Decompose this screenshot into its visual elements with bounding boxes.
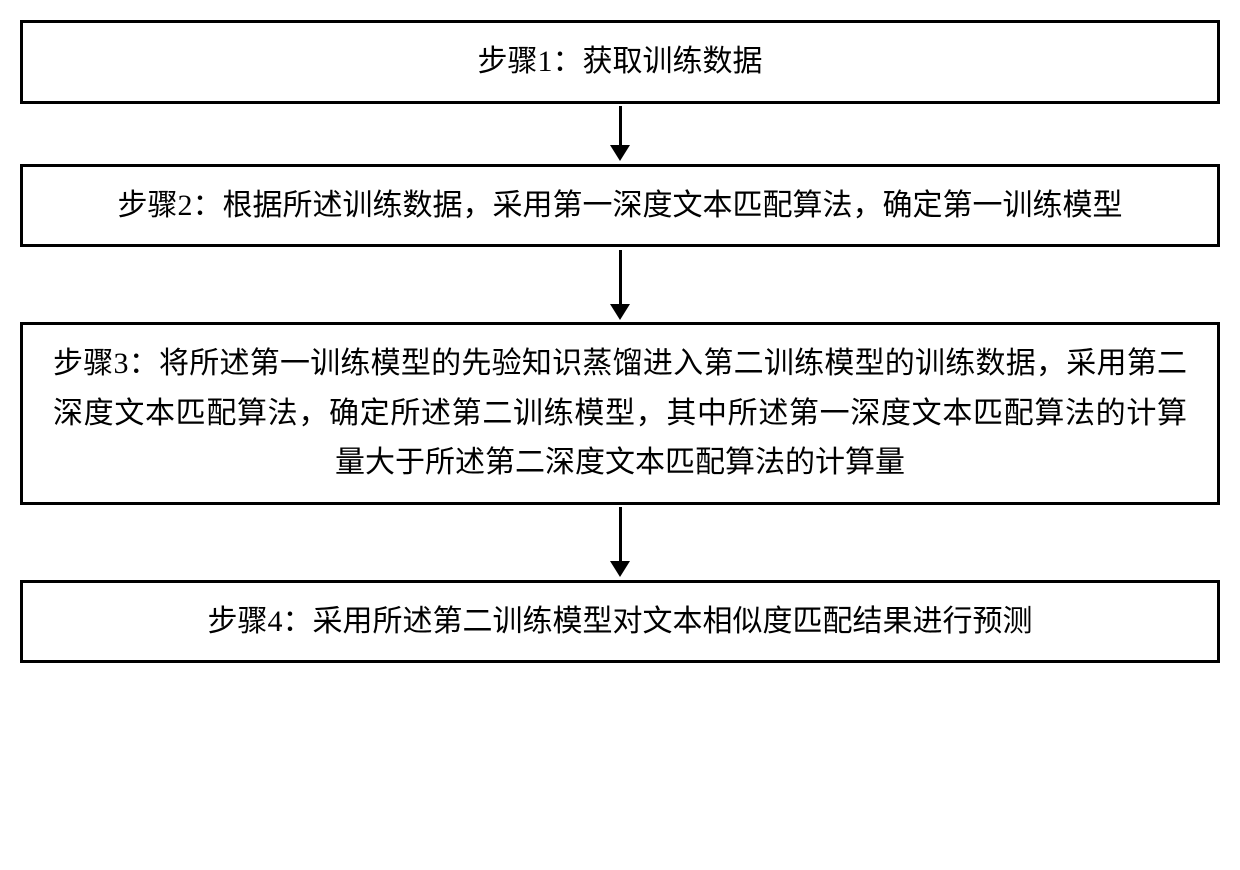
step-4-box: 步骤4：采用所述第二训练模型对文本相似度匹配结果进行预测: [20, 580, 1220, 664]
arrow-head-icon: [610, 561, 630, 577]
step-3-box: 步骤3：将所述第一训练模型的先验知识蒸馏进入第二训练模型的训练数据，采用第二深度…: [20, 322, 1220, 505]
step-2-text: 步骤2：根据所述训练数据，采用第一深度文本匹配算法，确定第一训练模型: [118, 189, 1123, 222]
arrow-2-3: [610, 247, 630, 322]
step-1-text: 步骤1：获取训练数据: [478, 45, 763, 78]
arrow-line: [619, 250, 622, 305]
flowchart-container: 步骤1：获取训练数据 步骤2：根据所述训练数据，采用第一深度文本匹配算法，确定第…: [15, 20, 1225, 663]
arrow-3-4: [610, 505, 630, 580]
arrow-line: [619, 507, 622, 562]
step-4-text: 步骤4：采用所述第二训练模型对文本相似度匹配结果进行预测: [208, 605, 1033, 638]
arrow-1-2: [610, 104, 630, 164]
step-3-text: 步骤3：将所述第一训练模型的先验知识蒸馏进入第二训练模型的训练数据，采用第二深度…: [53, 347, 1187, 479]
arrow-line: [619, 106, 622, 146]
arrow-head-icon: [610, 304, 630, 320]
step-2-box: 步骤2：根据所述训练数据，采用第一深度文本匹配算法，确定第一训练模型: [20, 164, 1220, 248]
step-1-box: 步骤1：获取训练数据: [20, 20, 1220, 104]
arrow-head-icon: [610, 145, 630, 161]
